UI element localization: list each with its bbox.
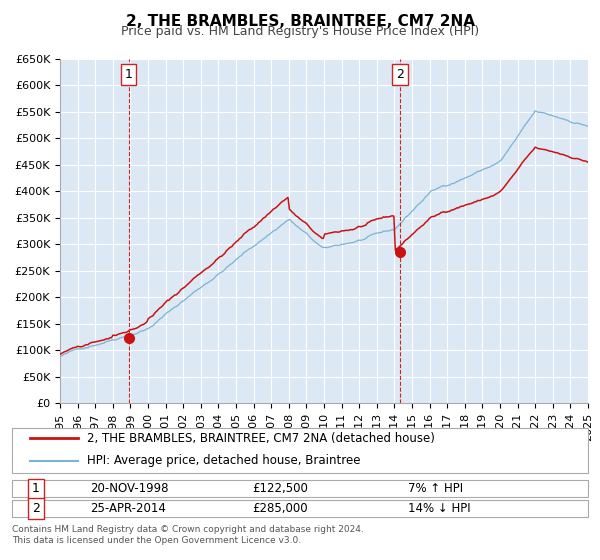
Text: 1: 1 <box>125 68 133 81</box>
Text: This data is licensed under the Open Government Licence v3.0.: This data is licensed under the Open Gov… <box>12 536 301 545</box>
Text: 7% ↑ HPI: 7% ↑ HPI <box>408 482 463 496</box>
Text: HPI: Average price, detached house, Braintree: HPI: Average price, detached house, Brai… <box>87 454 361 468</box>
Text: 14% ↓ HPI: 14% ↓ HPI <box>408 502 470 515</box>
Text: £285,000: £285,000 <box>252 502 308 515</box>
Text: 2: 2 <box>32 502 40 515</box>
Text: 2: 2 <box>396 68 404 81</box>
Text: 2, THE BRAMBLES, BRAINTREE, CM7 2NA: 2, THE BRAMBLES, BRAINTREE, CM7 2NA <box>125 14 475 29</box>
Text: £122,500: £122,500 <box>252 482 308 496</box>
Text: 1: 1 <box>32 482 40 496</box>
Text: 2, THE BRAMBLES, BRAINTREE, CM7 2NA (detached house): 2, THE BRAMBLES, BRAINTREE, CM7 2NA (det… <box>87 432 435 445</box>
Text: 25-APR-2014: 25-APR-2014 <box>90 502 166 515</box>
Text: Contains HM Land Registry data © Crown copyright and database right 2024.: Contains HM Land Registry data © Crown c… <box>12 525 364 534</box>
Text: 20-NOV-1998: 20-NOV-1998 <box>90 482 169 496</box>
Text: Price paid vs. HM Land Registry's House Price Index (HPI): Price paid vs. HM Land Registry's House … <box>121 25 479 38</box>
